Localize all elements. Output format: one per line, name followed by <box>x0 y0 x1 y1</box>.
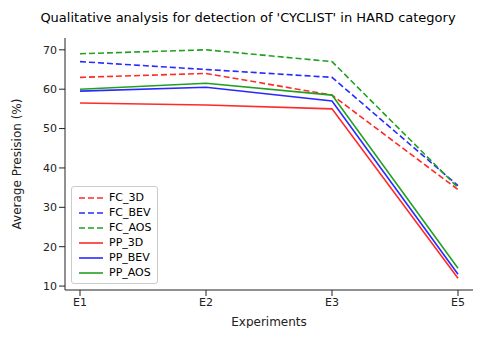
svg-text:E1: E1 <box>73 296 87 309</box>
svg-text:10: 10 <box>43 280 57 293</box>
svg-text:20: 20 <box>43 241 57 254</box>
svg-text:Experiments: Experiments <box>231 315 307 328</box>
html-text:PP_BEV: PP_BEV <box>109 251 150 264</box>
html-text:FC_AOS: FC_AOS <box>109 221 152 234</box>
svg-text:40: 40 <box>43 162 57 175</box>
html-text:Qualitative analysis for detec: Qualitative analysis for detection of 'C… <box>40 10 456 25</box>
svg-text:50: 50 <box>43 122 57 135</box>
html-text:PP_3D: PP_3D <box>109 236 144 249</box>
html-text:FC_BEV: FC_BEV <box>109 206 151 219</box>
html-text:FC_3D: FC_3D <box>109 191 144 204</box>
svg-text:70: 70 <box>43 44 57 57</box>
svg-text:E3: E3 <box>325 296 339 309</box>
svg-text:E2: E2 <box>199 296 213 309</box>
svg-text:Average Presision (%): Average Presision (%) <box>10 99 24 230</box>
svg-text:60: 60 <box>43 83 57 96</box>
svg-text:E5: E5 <box>451 296 465 309</box>
html-text:PP_AOS: PP_AOS <box>109 266 151 279</box>
svg-text:30: 30 <box>43 201 57 214</box>
